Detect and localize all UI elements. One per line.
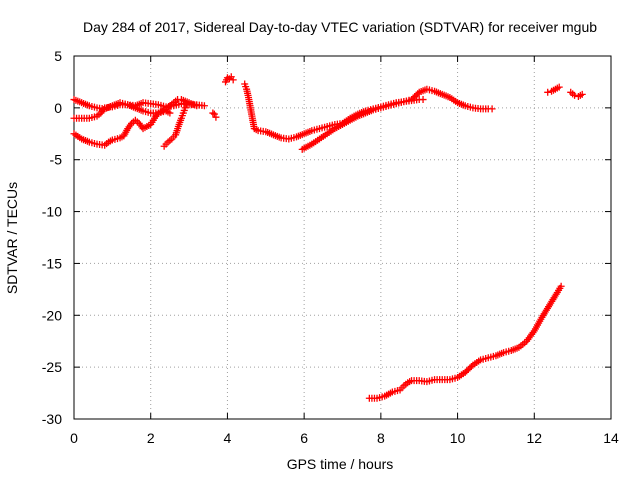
- y-tick-label: -30: [42, 411, 62, 427]
- y-tick-label: 0: [54, 100, 62, 116]
- plot-frame: [73, 55, 612, 420]
- y-axis-label: SDTVAR / TECUs: [4, 182, 20, 294]
- y-tick-labels: 5 0 -5 -10 -15 -20 -25 -30: [42, 48, 62, 427]
- data-point: [229, 76, 237, 84]
- data-point: [555, 83, 563, 91]
- data-point: [544, 88, 552, 96]
- y-tick-label: -15: [42, 255, 62, 271]
- data-point: [166, 109, 174, 117]
- y-tick-label: -20: [42, 307, 62, 323]
- x-axis-label: GPS time / hours: [287, 456, 394, 472]
- data-point: [488, 105, 496, 113]
- x-tick-label: 14: [603, 430, 619, 446]
- data-point: [209, 109, 217, 117]
- x-tick-label: 2: [147, 430, 155, 446]
- data-point: [183, 101, 191, 109]
- axis-ticks: [73, 55, 612, 420]
- data-point: [557, 282, 565, 290]
- data-point: [193, 102, 201, 110]
- y-tick-label: 5: [54, 48, 62, 64]
- x-tick-label: 10: [450, 430, 466, 446]
- data-points: [70, 73, 586, 402]
- x-tick-label: 4: [224, 430, 232, 446]
- data-point: [578, 90, 586, 98]
- x-tick-label: 8: [377, 430, 385, 446]
- x-tick-label: 6: [300, 430, 308, 446]
- y-tick-label: -10: [42, 204, 62, 220]
- x-tick-label: 12: [526, 430, 542, 446]
- grid: [74, 56, 611, 419]
- y-tick-label: -5: [50, 152, 63, 168]
- data-point: [210, 110, 218, 118]
- data-point: [200, 102, 208, 110]
- data-point: [419, 96, 427, 104]
- chart-title: Day 284 of 2017, Sidereal Day-to-day VTE…: [83, 19, 597, 35]
- data-point: [212, 113, 220, 121]
- y-tick-label: -25: [42, 359, 62, 375]
- x-tick-label: 0: [70, 430, 78, 446]
- x-tick-labels: 0 2 4 6 8 10 12 14: [70, 430, 619, 446]
